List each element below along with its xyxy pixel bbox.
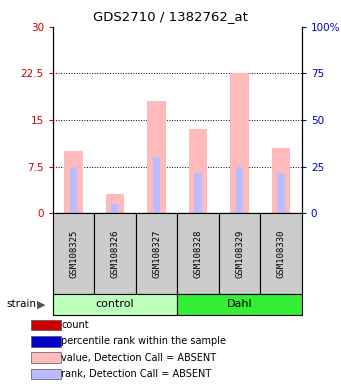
Bar <box>112 204 119 213</box>
Bar <box>277 173 285 213</box>
Text: control: control <box>96 299 134 310</box>
Bar <box>177 213 219 294</box>
Text: GSM108330: GSM108330 <box>277 229 285 278</box>
Bar <box>70 167 77 213</box>
Bar <box>230 73 249 213</box>
Text: GSM108328: GSM108328 <box>194 229 203 278</box>
Bar <box>31 369 61 379</box>
Text: ▶: ▶ <box>37 299 45 310</box>
Bar <box>177 294 302 315</box>
Bar <box>219 213 260 294</box>
Text: Dahl: Dahl <box>227 299 252 310</box>
Bar <box>194 173 202 213</box>
Bar <box>53 213 94 294</box>
Text: GSM108326: GSM108326 <box>110 229 120 278</box>
Bar <box>64 151 83 213</box>
Bar <box>31 353 61 363</box>
Text: value, Detection Call = ABSENT: value, Detection Call = ABSENT <box>61 353 217 362</box>
Bar <box>260 213 302 294</box>
Bar <box>153 157 160 213</box>
Text: count: count <box>61 320 89 330</box>
Bar <box>236 167 243 213</box>
Text: GDS2710 / 1382762_at: GDS2710 / 1382762_at <box>93 10 248 23</box>
Bar <box>31 336 61 346</box>
Text: GSM108325: GSM108325 <box>69 229 78 278</box>
Bar <box>147 101 166 213</box>
Text: strain: strain <box>7 299 37 310</box>
Bar <box>31 320 61 330</box>
Bar <box>53 294 177 315</box>
Text: rank, Detection Call = ABSENT: rank, Detection Call = ABSENT <box>61 369 212 379</box>
Text: GSM108329: GSM108329 <box>235 229 244 278</box>
Bar <box>189 129 207 213</box>
Bar <box>272 148 291 213</box>
Text: percentile rank within the sample: percentile rank within the sample <box>61 336 226 346</box>
Bar <box>136 213 177 294</box>
Bar <box>106 195 124 213</box>
Text: GSM108327: GSM108327 <box>152 229 161 278</box>
Bar <box>94 213 136 294</box>
